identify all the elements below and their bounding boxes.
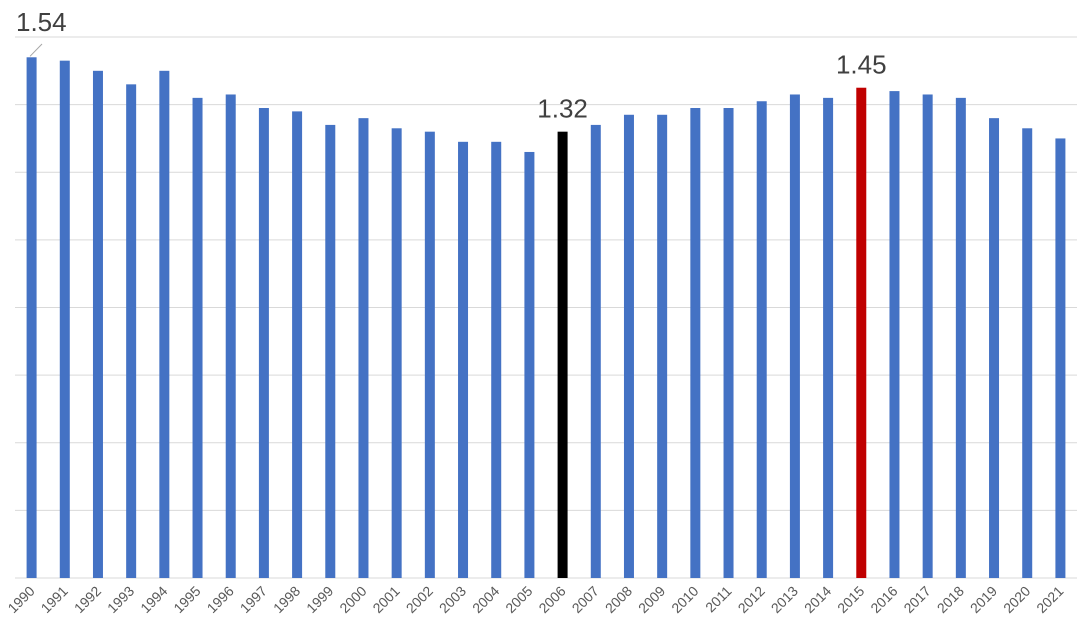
bar-1996	[225, 94, 236, 578]
bar-2014	[823, 97, 834, 579]
bar-2005	[524, 151, 535, 578]
data-label-leader-line	[29, 43, 43, 57]
x-tick-label: 2004	[469, 583, 502, 616]
bar-2007	[590, 124, 601, 578]
x-tick-label: 2007	[569, 583, 602, 616]
bar-2013	[789, 94, 800, 578]
x-tick-label: 2006	[535, 583, 568, 616]
bar-1991	[59, 60, 70, 578]
bar-2004	[491, 141, 502, 578]
bar-2000	[358, 118, 369, 579]
x-tick-label: 1994	[137, 583, 170, 616]
x-tick-label: 2015	[834, 583, 867, 616]
bar-2019	[989, 118, 1000, 579]
x-tick-label: 1999	[303, 583, 336, 616]
bar-1994	[159, 70, 170, 578]
data-label-1990: 1.54	[16, 7, 67, 37]
x-tick-label: 1991	[38, 583, 71, 616]
x-tick-label: 2002	[403, 583, 436, 616]
bar-1995	[192, 97, 203, 579]
x-tick-label: 2014	[801, 583, 834, 616]
bar-1997	[258, 108, 269, 578]
data-label-2006: 1.32	[537, 94, 588, 124]
x-tick-label: 2011	[702, 583, 735, 616]
bar-2011	[723, 108, 734, 578]
bar-2001	[391, 128, 402, 578]
bar-2010	[690, 108, 701, 578]
x-tick-label: 1997	[237, 583, 270, 616]
bar-2006	[557, 131, 568, 579]
x-tick-label: 2009	[635, 583, 668, 616]
x-tick-label: 1993	[104, 583, 137, 616]
bar-1990	[26, 57, 37, 579]
bar-2002	[424, 131, 435, 579]
x-tick-label: 2020	[1000, 583, 1033, 616]
bar-2017	[922, 94, 933, 578]
x-tick-label: 2008	[602, 583, 635, 616]
bar-2021	[1055, 138, 1066, 578]
bar-2016	[889, 91, 900, 578]
bar-2009	[657, 114, 668, 579]
data-label-layer: 1.54 1.32 1.45	[16, 7, 887, 124]
grid-layer	[15, 36, 1077, 579]
x-tick-label: 2016	[867, 583, 900, 616]
x-tick-label: 2003	[436, 583, 469, 616]
bar-1998	[292, 111, 303, 578]
x-tick-label: 1992	[71, 583, 104, 616]
x-tick-label: 2010	[668, 583, 701, 616]
x-tick-label: 2005	[502, 583, 535, 616]
data-label-2015: 1.45	[836, 50, 887, 80]
bar-2020	[1022, 128, 1033, 578]
bar-1992	[92, 70, 103, 578]
x-tick-label: 2017	[900, 583, 933, 616]
x-tick-label: 2021	[1033, 583, 1066, 616]
bar-1993	[126, 84, 137, 579]
x-tick-label: 2013	[768, 583, 801, 616]
bar-2012	[756, 101, 767, 579]
x-tick-label: 2018	[934, 583, 967, 616]
x-tick-label: 2012	[734, 583, 767, 616]
x-tick-label: 2001	[369, 583, 402, 616]
bar-1999	[325, 124, 336, 578]
bar-layer	[26, 57, 1066, 579]
bar-2008	[623, 114, 634, 579]
x-tick-label: 1995	[170, 583, 203, 616]
x-tick-label: 2019	[967, 583, 1000, 616]
x-tick-label: 2000	[336, 583, 369, 616]
bar-2003	[458, 141, 469, 578]
bar-2018	[955, 97, 966, 579]
x-tick-label: 1998	[270, 583, 303, 616]
x-tick-label: 1990	[4, 583, 37, 616]
x-tick-label: 1996	[203, 583, 236, 616]
x-tick-layer: 1990 1991 1992 1993 1994 1995 1996 1997 1998 1999…	[4, 583, 1066, 616]
bar-2015	[856, 87, 867, 578]
